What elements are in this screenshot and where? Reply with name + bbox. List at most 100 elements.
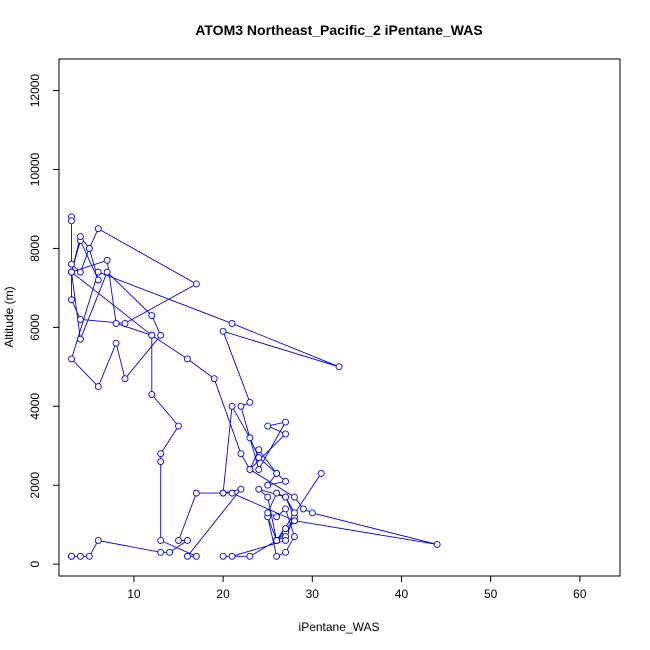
data-point bbox=[282, 477, 289, 485]
data-point bbox=[68, 355, 75, 363]
data-point bbox=[282, 548, 289, 556]
data-point bbox=[433, 540, 441, 548]
data-point bbox=[299, 505, 307, 513]
data-point bbox=[68, 217, 75, 225]
data-point bbox=[76, 335, 84, 343]
data-point bbox=[76, 552, 84, 560]
data-point bbox=[291, 493, 298, 501]
data-point bbox=[157, 331, 165, 339]
data-point bbox=[192, 489, 200, 497]
data-point bbox=[264, 493, 272, 501]
data-point bbox=[68, 296, 75, 304]
series-layer bbox=[68, 213, 441, 560]
x-tick-label: 30 bbox=[306, 587, 320, 601]
data-point bbox=[255, 446, 263, 454]
y-axis: 0 2000 4000 6000 8000 10000 12000 bbox=[28, 74, 59, 568]
y-tick-label: 10000 bbox=[28, 152, 42, 186]
data-point bbox=[166, 548, 174, 556]
data-point bbox=[68, 268, 75, 276]
data-point bbox=[85, 244, 93, 252]
data-point bbox=[282, 493, 289, 501]
data-point bbox=[183, 552, 191, 560]
data-point bbox=[192, 280, 200, 288]
data-point bbox=[219, 489, 227, 497]
data-point bbox=[228, 552, 236, 560]
chart-title: ATOM3 Northeast_Pacific_2 iPentane_WAS bbox=[195, 22, 482, 38]
data-point bbox=[76, 233, 84, 241]
y-tick-label: 4000 bbox=[28, 393, 42, 420]
data-point bbox=[237, 450, 245, 458]
y-tick-label: 2000 bbox=[28, 472, 42, 499]
data-point bbox=[103, 256, 111, 264]
data-point bbox=[157, 548, 165, 556]
data-point bbox=[273, 513, 281, 521]
data-point bbox=[219, 327, 227, 335]
data-point bbox=[237, 485, 245, 493]
data-point bbox=[148, 312, 156, 319]
data-point bbox=[273, 537, 281, 544]
data-point bbox=[175, 537, 182, 544]
data-point bbox=[157, 450, 165, 458]
data-point bbox=[94, 276, 102, 284]
data-point bbox=[264, 422, 272, 430]
data-point bbox=[228, 319, 236, 327]
data-point bbox=[264, 509, 272, 517]
plot-frame bbox=[58, 58, 621, 577]
data-point bbox=[103, 268, 111, 276]
x-tick-label: 10 bbox=[127, 587, 141, 601]
data-point bbox=[273, 552, 281, 560]
data-point bbox=[210, 375, 218, 383]
data-point bbox=[112, 339, 120, 347]
data-point bbox=[228, 402, 236, 410]
data-point bbox=[228, 489, 236, 497]
y-tick-label: 0 bbox=[28, 561, 42, 568]
data-point bbox=[273, 469, 281, 477]
data-point bbox=[219, 552, 227, 560]
data-point bbox=[192, 552, 200, 560]
data-point bbox=[291, 533, 298, 540]
data-point bbox=[246, 434, 254, 442]
data-point bbox=[335, 363, 343, 371]
data-point bbox=[246, 465, 254, 473]
data-point bbox=[68, 552, 75, 560]
data-point bbox=[282, 525, 289, 533]
y-tick-label: 6000 bbox=[28, 314, 42, 341]
y-tick-label: 8000 bbox=[28, 235, 42, 262]
x-tick-label: 50 bbox=[484, 587, 498, 601]
data-point bbox=[148, 331, 156, 339]
y-axis-label: Altitude (m) bbox=[2, 286, 16, 347]
data-point bbox=[121, 375, 129, 383]
x-tick-label: 60 bbox=[573, 587, 587, 601]
x-tick-label: 20 bbox=[216, 587, 230, 601]
data-point bbox=[282, 505, 289, 513]
data-point bbox=[68, 260, 75, 268]
data-point bbox=[94, 537, 102, 544]
data-point bbox=[157, 537, 165, 544]
data-point bbox=[291, 509, 298, 517]
data-point bbox=[255, 454, 263, 462]
data-point bbox=[94, 383, 102, 391]
data-point bbox=[246, 552, 254, 560]
data-point bbox=[148, 391, 156, 398]
data-point bbox=[282, 537, 289, 544]
data-point bbox=[291, 517, 298, 525]
y-tick-label: 12000 bbox=[28, 74, 42, 108]
data-point bbox=[246, 398, 254, 406]
data-point bbox=[94, 268, 102, 276]
data-point bbox=[85, 552, 93, 560]
data-point bbox=[255, 485, 263, 493]
data-point bbox=[94, 225, 102, 233]
data-point bbox=[76, 268, 84, 276]
data-point bbox=[282, 430, 289, 438]
data-point bbox=[273, 489, 281, 497]
data-point bbox=[157, 458, 165, 465]
x-axis-label: iPentane_WAS bbox=[299, 620, 380, 634]
data-point bbox=[183, 355, 191, 363]
data-point bbox=[308, 509, 316, 517]
x-tick-label: 40 bbox=[395, 587, 409, 601]
x-axis: 10 20 30 40 50 60 bbox=[127, 576, 587, 601]
data-point bbox=[112, 319, 120, 327]
data-point bbox=[237, 402, 245, 410]
